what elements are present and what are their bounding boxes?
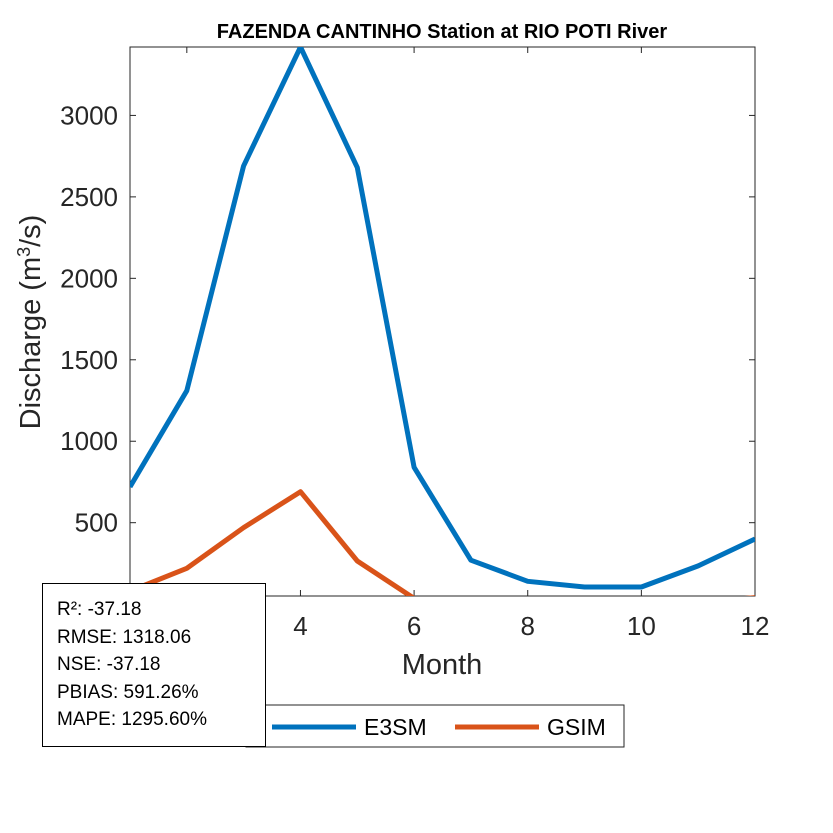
chart-title: FAZENDA CANTINHO Station at RIO POTI Riv… bbox=[217, 21, 668, 43]
y-tick-label: 3000 bbox=[60, 100, 118, 130]
x-tick-label: 12 bbox=[741, 611, 770, 641]
x-tick-label: 8 bbox=[520, 611, 534, 641]
plot-area bbox=[129, 46, 756, 597]
stats-r2: R²: -37.18 bbox=[57, 599, 142, 620]
stats-nse: NSE: -37.18 bbox=[57, 654, 161, 675]
legend-label-gsim: GSIM bbox=[547, 714, 606, 740]
x-tick-label: 6 bbox=[407, 611, 421, 641]
legend: E3SM GSIM bbox=[245, 704, 625, 748]
y-tick-label: 2000 bbox=[60, 263, 118, 293]
axis-ticks: 2468101250010001500200025003000 bbox=[60, 47, 769, 641]
stats-pbias: PBIAS: 591.26% bbox=[57, 681, 199, 703]
stats-mape: MAPE: 1295.60% bbox=[57, 709, 207, 730]
series-line-e3sm bbox=[130, 47, 755, 590]
y-tick-label: 1000 bbox=[60, 426, 118, 456]
x-axis-label: Month bbox=[402, 649, 483, 681]
x-tick-label: 4 bbox=[293, 611, 307, 641]
series-lines bbox=[130, 47, 755, 596]
legend-label-e3sm: E3SM bbox=[364, 714, 427, 740]
stats-rmse: RMSE: 1318.06 bbox=[57, 626, 192, 648]
series-line-gsim bbox=[130, 489, 755, 596]
y-tick-label: 1500 bbox=[60, 345, 118, 375]
y-axis-label-main: Discharge (m bbox=[15, 257, 47, 429]
y-axis-label-superscript: 3 bbox=[14, 247, 34, 257]
y-axis-label: Discharge (m3/s) bbox=[14, 215, 47, 430]
y-axis-label-end: /s) bbox=[15, 215, 47, 247]
y-tick-label: 500 bbox=[75, 508, 118, 538]
x-tick-label: 10 bbox=[627, 611, 656, 641]
stats-box: R²: -37.18 RMSE: 1318.06 NSE: -37.18 PBI… bbox=[42, 583, 266, 747]
y-tick-label: 2500 bbox=[60, 182, 118, 212]
